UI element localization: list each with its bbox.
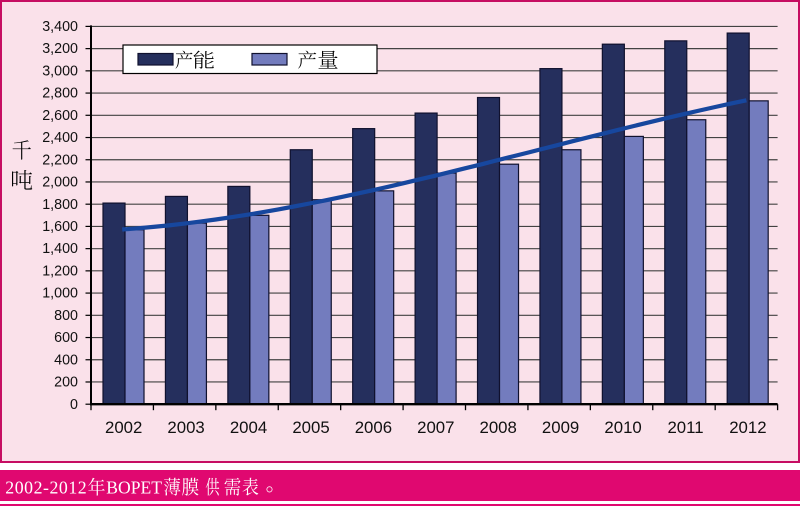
svg-text:800: 800: [54, 308, 78, 324]
svg-text:2,000: 2,000: [42, 175, 78, 191]
svg-text:1,000: 1,000: [42, 286, 78, 302]
svg-text:200: 200: [54, 375, 78, 391]
svg-text:2002: 2002: [105, 418, 142, 437]
svg-text:2007: 2007: [417, 418, 454, 437]
svg-text:1,600: 1,600: [42, 219, 78, 235]
svg-text:2008: 2008: [480, 418, 517, 437]
svg-text:2009: 2009: [542, 418, 579, 437]
svg-text:600: 600: [54, 330, 78, 346]
svg-text:2003: 2003: [167, 418, 204, 437]
svg-text:2,600: 2,600: [42, 108, 78, 124]
svg-text:3,400: 3,400: [42, 19, 78, 35]
svg-text:2,800: 2,800: [42, 86, 78, 102]
svg-text:0: 0: [70, 397, 78, 413]
svg-text:1,400: 1,400: [42, 241, 78, 257]
svg-text:1,200: 1,200: [42, 263, 78, 279]
svg-text:2010: 2010: [604, 418, 641, 437]
svg-text:2,200: 2,200: [42, 152, 78, 168]
svg-text:2012: 2012: [729, 418, 766, 437]
svg-text:3,200: 3,200: [42, 41, 78, 57]
svg-text:1,800: 1,800: [42, 197, 78, 213]
svg-text:2004: 2004: [230, 418, 267, 437]
svg-text:2005: 2005: [292, 418, 329, 437]
svg-text:2011: 2011: [667, 418, 703, 437]
svg-text:400: 400: [54, 352, 78, 368]
svg-text:2002-2012: 2002-2012: [5, 477, 87, 497]
svg-text:BOPET: BOPET: [106, 477, 162, 497]
svg-text:3,000: 3,000: [42, 63, 78, 79]
svg-text:2006: 2006: [355, 418, 392, 437]
svg-text:2,400: 2,400: [42, 130, 78, 146]
